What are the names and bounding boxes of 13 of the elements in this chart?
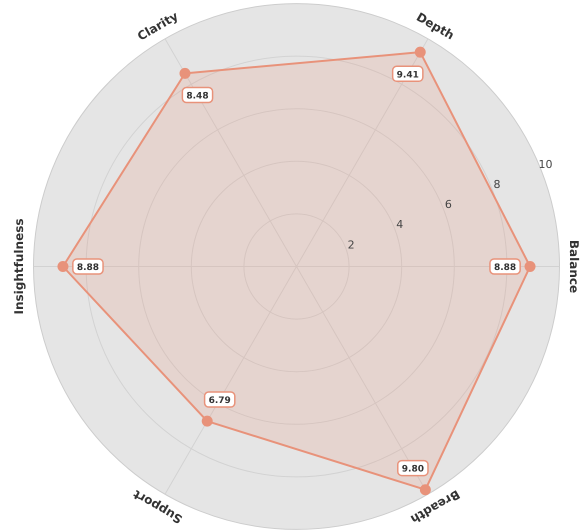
y-tick-label: 2 — [348, 238, 355, 252]
data-label: 9.80 — [402, 464, 424, 475]
data-label: 8.48 — [186, 91, 209, 102]
y-tick-label: 10 — [538, 158, 553, 171]
spoke-label: Balance — [566, 240, 581, 294]
spoke-label: Insightfulness — [12, 218, 26, 314]
y-tick-label: 6 — [444, 198, 452, 212]
data-label: 9.41 — [396, 70, 419, 80]
data-label: 8.88 — [494, 263, 516, 273]
data-label: 8.88 — [76, 263, 100, 273]
y-tick-label: 4 — [396, 218, 404, 232]
y-tick-label: 8 — [493, 178, 500, 191]
data-label: 6.79 — [208, 396, 231, 406]
